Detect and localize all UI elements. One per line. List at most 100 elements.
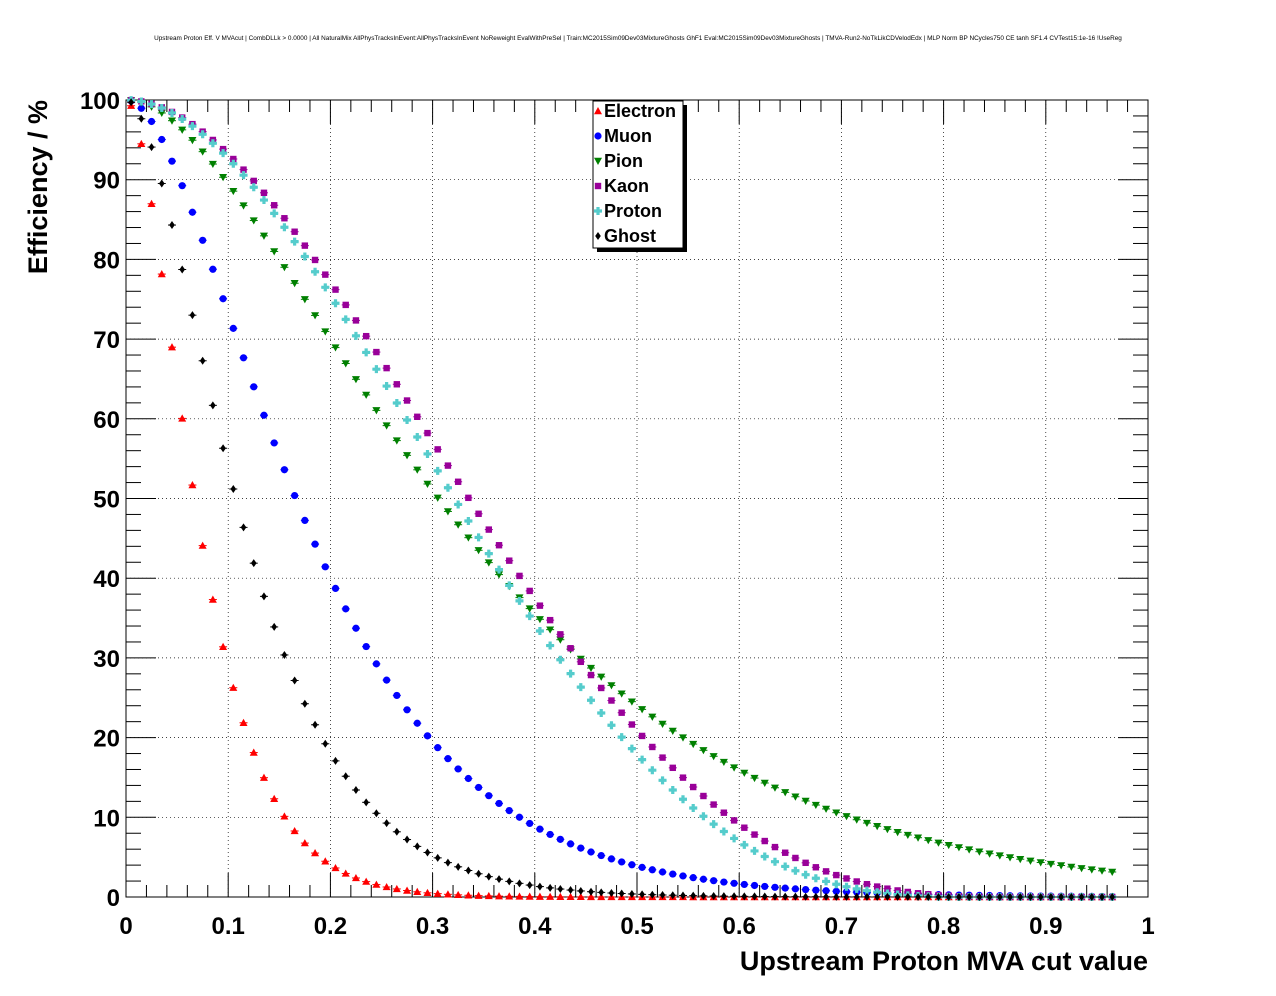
data-point xyxy=(424,848,431,857)
data-point xyxy=(259,232,268,240)
data-point xyxy=(464,774,472,783)
data-point xyxy=(300,252,309,261)
data-point xyxy=(219,642,228,651)
data-point xyxy=(495,542,503,549)
data-point xyxy=(873,823,882,831)
data-point xyxy=(873,883,881,890)
data-point xyxy=(382,382,391,391)
data-point xyxy=(137,139,146,148)
x-tick-label: 0.4 xyxy=(518,913,552,940)
data-point xyxy=(158,135,166,144)
data-point xyxy=(270,248,279,256)
data-point xyxy=(169,221,175,230)
data-point xyxy=(455,862,461,871)
data-point xyxy=(434,446,441,453)
data-point xyxy=(731,892,737,901)
data-point xyxy=(863,880,871,888)
data-point xyxy=(598,684,605,692)
data-point xyxy=(556,835,564,843)
data-point xyxy=(270,202,278,209)
data-point xyxy=(311,540,319,548)
data-point xyxy=(842,888,851,896)
data-point xyxy=(822,868,830,875)
data-point xyxy=(535,892,544,900)
data-point xyxy=(1007,892,1013,901)
data-point xyxy=(188,481,197,489)
data-point xyxy=(362,332,370,340)
data-point xyxy=(628,861,636,869)
data-point xyxy=(270,794,279,802)
data-point xyxy=(546,616,554,624)
data-point xyxy=(486,872,492,881)
data-point xyxy=(924,837,933,845)
data-point xyxy=(760,779,769,788)
data-point xyxy=(290,280,299,288)
data-point xyxy=(721,892,727,901)
data-point xyxy=(383,819,390,828)
data-point xyxy=(351,331,360,340)
data-point xyxy=(893,829,902,837)
data-point xyxy=(566,669,575,678)
x-tick-label: 0.9 xyxy=(1029,913,1062,940)
y-tick-label: 50 xyxy=(93,487,120,514)
legend: Electron Muon Pion Kaon Proton Ghost xyxy=(592,100,687,252)
data-point xyxy=(474,547,483,555)
data-point xyxy=(597,851,605,860)
data-point xyxy=(719,827,728,836)
data-point xyxy=(812,864,820,871)
data-point xyxy=(648,866,656,874)
data-point xyxy=(311,312,320,320)
data-point xyxy=(167,343,176,351)
y-tick-label: 70 xyxy=(93,327,120,354)
data-point xyxy=(394,827,400,836)
data-point xyxy=(291,676,298,685)
data-point xyxy=(342,605,350,613)
data-point xyxy=(678,795,687,804)
data-point xyxy=(587,696,596,705)
data-point xyxy=(515,892,524,900)
data-point xyxy=(515,813,524,821)
data-point xyxy=(995,852,1004,860)
data-point xyxy=(1037,892,1044,901)
data-point xyxy=(353,786,359,795)
data-point xyxy=(567,886,574,895)
data-point xyxy=(444,462,452,469)
data-point xyxy=(199,356,206,365)
data-point xyxy=(607,682,616,690)
data-point xyxy=(915,892,921,901)
data-point xyxy=(720,878,728,886)
y-tick-label: 40 xyxy=(93,566,120,593)
data-point xyxy=(506,877,513,886)
data-point xyxy=(291,491,299,500)
data-point xyxy=(383,364,390,372)
y-tick-label: 30 xyxy=(93,646,120,673)
legend-marker-pion xyxy=(594,157,602,165)
y-tick-label: 0 xyxy=(107,885,120,912)
legend-label-muon: Muon xyxy=(604,126,652,146)
data-point xyxy=(331,863,340,872)
data-point xyxy=(658,776,667,785)
data-point xyxy=(290,826,299,835)
data-point xyxy=(261,592,267,601)
data-point xyxy=(556,892,565,900)
data-point xyxy=(1088,892,1095,901)
data-point xyxy=(1099,892,1105,901)
data-point xyxy=(363,798,369,807)
data-point xyxy=(668,786,677,795)
data-point xyxy=(761,837,768,845)
data-point xyxy=(525,612,534,621)
data-point xyxy=(249,217,258,225)
data-point xyxy=(822,805,831,813)
data-point xyxy=(362,877,371,885)
data-point xyxy=(230,155,237,163)
data-point xyxy=(751,892,758,901)
data-point xyxy=(546,641,555,650)
data-point xyxy=(505,581,514,590)
data-point xyxy=(454,765,462,773)
data-point xyxy=(649,890,656,899)
data-point xyxy=(864,892,870,901)
data-point xyxy=(372,407,381,415)
data-point xyxy=(730,764,739,772)
data-point xyxy=(465,866,472,875)
data-point xyxy=(198,148,207,156)
